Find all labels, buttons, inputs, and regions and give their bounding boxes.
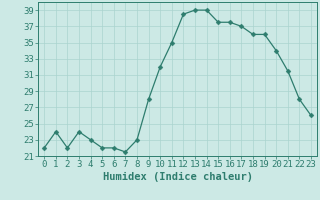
X-axis label: Humidex (Indice chaleur): Humidex (Indice chaleur) bbox=[103, 172, 252, 182]
